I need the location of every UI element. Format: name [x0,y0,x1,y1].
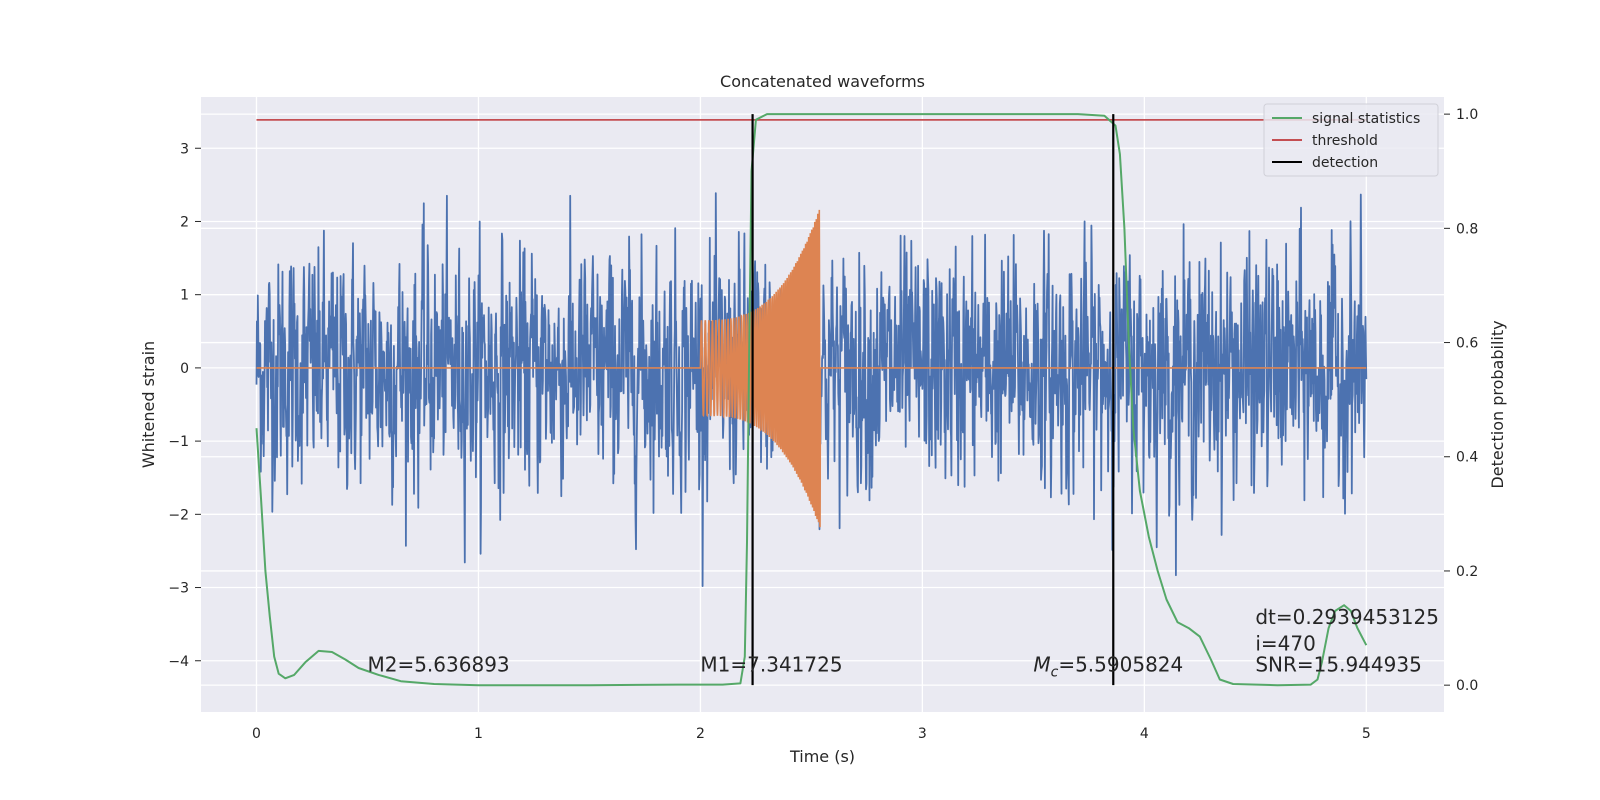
annotation-text: i=470 [1255,632,1316,656]
y-right-tick-label: 0.6 [1456,336,1478,352]
x-tick-labels: 0 1 2 3 4 5 [252,726,1371,742]
annotation-text: dt=0.2939453125 [1255,605,1439,629]
legend: signal statistics threshold detection [1263,103,1439,177]
y-right-tick-labels: 1.0 0.8 0.6 0.4 0.2 0.0 [1444,107,1478,694]
x-tick-label: 3 [918,726,927,742]
y-tick-label: −3 [168,581,189,597]
y-tick-label: 0 [180,361,189,377]
legend-entry: detection [1312,155,1378,171]
annotation-math-subscript: c [1051,665,1059,681]
x-tick-label: 2 [696,726,705,742]
y-right-tick-label: 0.2 [1456,564,1478,580]
legend-entry: signal statistics [1312,111,1420,127]
x-tick-label: 0 [252,726,261,742]
x-tick-label: 4 [1140,726,1149,742]
chart-title: Concatenated waveforms [720,72,925,91]
y-tick-label: 3 [180,141,189,157]
x-tick-label: 5 [1362,726,1371,742]
y-axis-label: Whitened strain [139,341,158,468]
annotation-text: SNR=15.944935 [1255,653,1421,677]
series-chirp-waveform [256,209,1367,528]
annotations: M2=5.636893 M1=7.341725 Mc=5.5905824 dt=0.2… [367,605,1438,681]
y-right-tick-label: 0.8 [1456,221,1478,237]
annotation-text: M1=7.341725 [700,653,842,677]
y-tick-label: −2 [168,507,189,523]
y-tick-label: 1 [180,288,189,304]
legend-entry: threshold [1312,133,1378,149]
x-tick-label: 1 [474,726,483,742]
y-right-tick-label: 1.0 [1456,107,1478,123]
y-tick-label: −1 [168,434,189,450]
series-signal-statistics [255,113,1368,687]
y-right-axis-label: Detection probability [1488,320,1507,488]
y-tick-labels: 3 2 1 0 −1 −2 −3 −4 [168,141,201,670]
y-right-tick-label: 0.0 [1456,678,1478,694]
x-axis-label: Time (s) [789,747,855,766]
annotation-text: M2=5.636893 [367,653,509,677]
y-tick-label: 2 [180,214,189,230]
annotation-value: =5.5905824 [1058,653,1183,677]
annotation-text: Mc=5.5905824 [1033,653,1183,681]
legend-box [1263,103,1439,177]
annotation-math-symbol: M [1033,653,1050,677]
y-right-tick-label: 0.4 [1456,450,1478,466]
y-tick-label: −4 [168,654,189,670]
